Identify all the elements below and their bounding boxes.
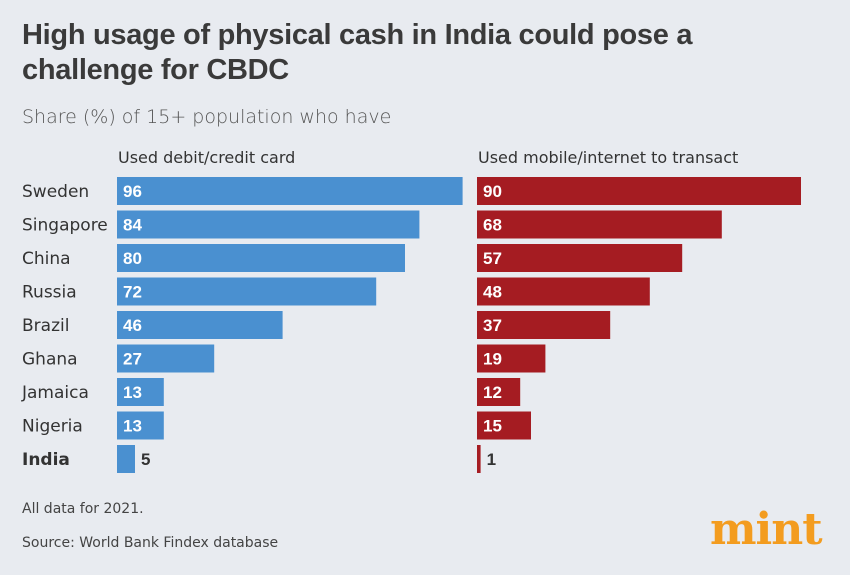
category-label: Singapore: [22, 216, 108, 236]
data-label: 84: [123, 216, 142, 235]
note-year: All data for 2021.: [22, 501, 144, 517]
data-label: 72: [123, 283, 142, 302]
bar: [117, 411, 164, 440]
bar: [117, 244, 405, 272]
bar: [477, 445, 481, 473]
category-label: Jamaica: [21, 383, 89, 403]
note-source: Source: World Bank Findex database: [22, 535, 279, 551]
category-label: Russia: [22, 283, 77, 303]
chart-subtitle: Share (%) of 15+ population who have: [22, 106, 392, 128]
data-label: 1: [487, 450, 496, 469]
data-label: 96: [123, 182, 142, 201]
chart-title: High usage of physical cash in India cou…: [22, 19, 693, 86]
data-label: 90: [483, 182, 502, 201]
series-header-mobile: Used mobile/internet to transact: [478, 148, 739, 167]
bar: [477, 244, 683, 272]
category-label: Nigeria: [22, 417, 83, 437]
series-header-card: Used debit/credit card: [118, 148, 296, 167]
bar: [117, 445, 135, 473]
data-label: 68: [483, 216, 502, 235]
data-label: 15: [483, 417, 502, 436]
bar: [477, 344, 546, 373]
category-label: Ghana: [22, 350, 78, 370]
bar: [117, 311, 283, 339]
category-label: India: [22, 450, 70, 470]
bar: [117, 277, 377, 306]
data-label: 13: [123, 417, 142, 436]
bar: [477, 378, 521, 406]
category-label: Brazil: [22, 316, 69, 336]
data-label: 46: [123, 316, 142, 335]
data-label: 48: [483, 283, 502, 302]
bar: [117, 210, 420, 239]
bar: [117, 378, 164, 406]
category-label: China: [22, 249, 71, 269]
bar: [117, 177, 463, 205]
bar: [477, 210, 722, 239]
data-label: 5: [141, 450, 150, 469]
category-label: Sweden: [22, 182, 89, 202]
mint-logo: mint: [710, 504, 823, 555]
data-label: 19: [483, 350, 502, 369]
bar: [477, 311, 611, 339]
data-label: 27: [123, 350, 142, 369]
bar: [477, 177, 801, 205]
data-label: 57: [483, 249, 502, 268]
data-label: 37: [483, 316, 502, 335]
data-label: 12: [483, 383, 502, 402]
data-label: 80: [123, 249, 142, 268]
data-label: 13: [123, 383, 142, 402]
bar: [117, 344, 215, 373]
bar: [477, 277, 650, 306]
bar: [477, 411, 531, 440]
